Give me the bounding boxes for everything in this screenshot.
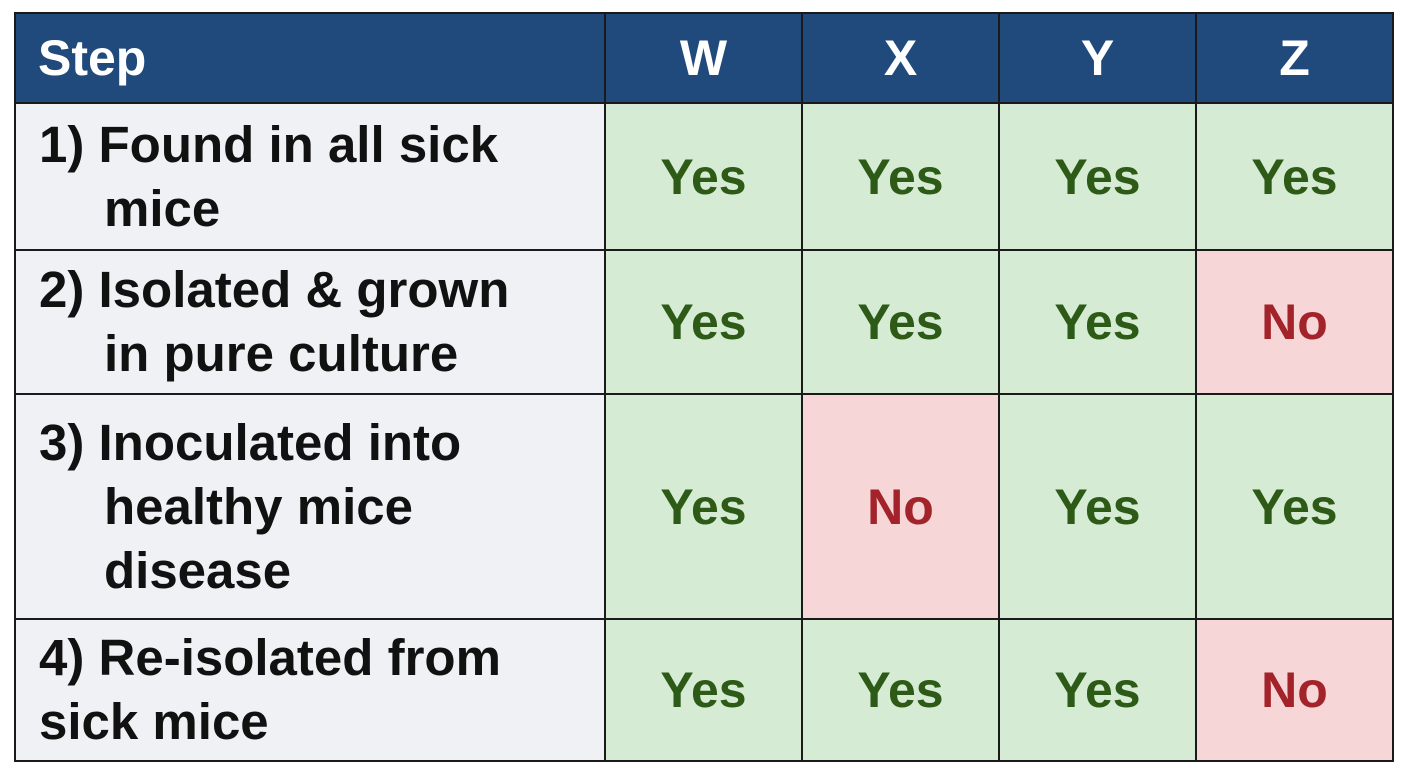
step-cell: 3) Inoculated into healthy mice disease xyxy=(14,393,606,620)
result-cell: Yes xyxy=(604,393,803,620)
row: 3) Inoculated into healthy mice disease … xyxy=(14,393,1394,620)
row: 1) Found in all sick mice Yes Yes Yes Ye… xyxy=(14,102,1394,251)
result-cell: Yes xyxy=(801,618,1000,762)
result-cell: Yes xyxy=(998,102,1197,251)
result-cell: Yes xyxy=(801,249,1000,395)
result-cell: Yes xyxy=(604,618,803,762)
result-cell: Yes xyxy=(1195,102,1394,251)
result-cell: Yes xyxy=(998,618,1197,762)
header-cell: Y xyxy=(998,12,1197,104)
result-cell: Yes xyxy=(801,102,1000,251)
result-cell: No xyxy=(801,393,1000,620)
result-cell: No xyxy=(1195,618,1394,762)
result-cell: Yes xyxy=(1195,393,1394,620)
header-cell: Step xyxy=(14,12,606,104)
row: 4) Re-isolated from sick mice Yes Yes Ye… xyxy=(14,618,1394,762)
result-cell: No xyxy=(1195,249,1394,395)
result-cell: Yes xyxy=(604,249,803,395)
koch-table: Step W X Y Z 1) Found in all sick mice Y… xyxy=(14,12,1394,762)
step-cell: 1) Found in all sick mice xyxy=(14,102,606,251)
header-cell: Z xyxy=(1195,12,1394,104)
step-cell: 4) Re-isolated from sick mice xyxy=(14,618,606,762)
header-row: Step W X Y Z xyxy=(14,12,1394,104)
result-cell: Yes xyxy=(604,102,803,251)
step-cell: 2) Isolated & grown in pure culture xyxy=(14,249,606,395)
header-cell: X xyxy=(801,12,1000,104)
header-cell: W xyxy=(604,12,803,104)
result-cell: Yes xyxy=(998,393,1197,620)
result-cell: Yes xyxy=(998,249,1197,395)
row: 2) Isolated & grown in pure culture Yes … xyxy=(14,249,1394,395)
